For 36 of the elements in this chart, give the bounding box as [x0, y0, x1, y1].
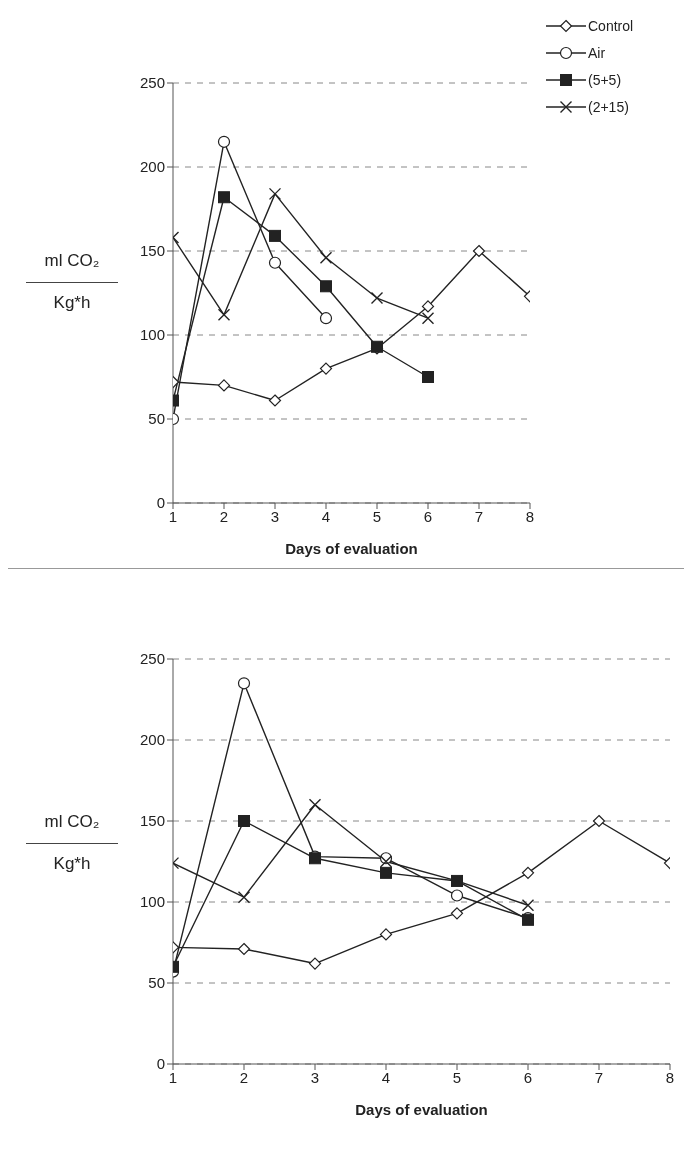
text: ml CO₂ Kg*h	[44, 812, 100, 873]
x-tick-label: 3	[310, 1068, 320, 1086]
legend-label: Air	[588, 44, 606, 61]
x-tick-label: 1	[168, 1068, 178, 1086]
x-tick-label: 5	[372, 507, 382, 525]
y-tick-label: 150	[139, 242, 165, 260]
x-tick-label: 8	[525, 507, 535, 525]
y-tick-label: 100	[139, 326, 165, 344]
legend-label: (2+15)	[588, 98, 629, 115]
legend-label: (5+5)	[588, 71, 622, 88]
x-tick-label: 2	[219, 507, 229, 525]
y-tick-label: 50	[148, 410, 165, 428]
x-tick-label: 2	[239, 1068, 249, 1086]
x-tick-label: 5	[452, 1068, 462, 1086]
legend-label: Control	[588, 17, 634, 34]
y-tick-label: 0	[156, 494, 165, 512]
x-tick-label: 6	[423, 507, 433, 525]
x-tick-label: 4	[321, 507, 331, 525]
x-axis-title: Days of evaluation	[285, 540, 418, 557]
y-tick-label: 50	[148, 974, 165, 992]
y-tick-label: 200	[139, 158, 165, 176]
x-tick-label: 7	[594, 1068, 604, 1086]
y-tick-label: 0	[156, 1055, 165, 1073]
text: ml CO₂ Kg*h	[44, 251, 100, 312]
y-tick-label: 250	[139, 650, 165, 668]
x-tick-label: 6	[523, 1068, 533, 1086]
y-tick-label: 200	[139, 731, 165, 749]
x-tick-label: 4	[381, 1068, 391, 1086]
x-tick-label: 7	[474, 507, 484, 525]
y-tick-label: 100	[139, 893, 165, 911]
y-tick-label: 150	[139, 812, 165, 830]
x-tick-label: 1	[168, 507, 178, 525]
x-tick-label: 8	[665, 1068, 675, 1086]
x-axis-title: Days of evaluation	[355, 1101, 488, 1118]
x-tick-label: 3	[270, 507, 280, 525]
y-tick-label: 250	[139, 74, 165, 92]
